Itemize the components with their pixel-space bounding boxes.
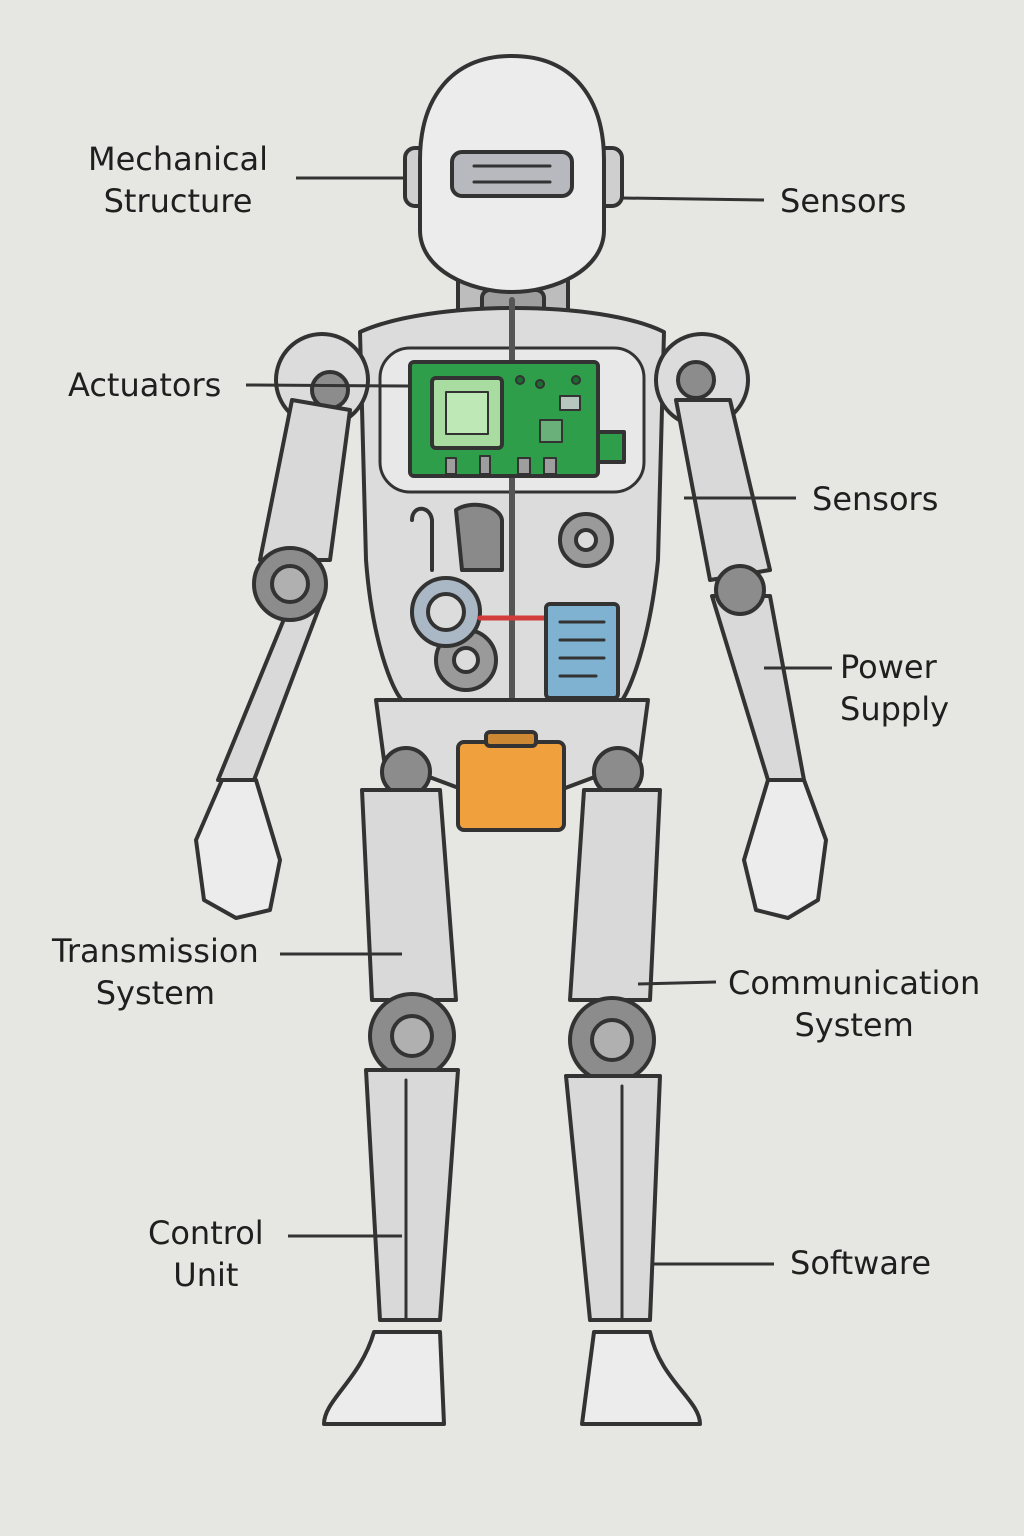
left-leg bbox=[322, 788, 460, 1426]
label-actuators: Actuators bbox=[68, 364, 221, 406]
label-line: Communication bbox=[728, 964, 981, 1002]
torso bbox=[358, 297, 666, 703]
label-line: System bbox=[95, 974, 216, 1012]
label-line: Software bbox=[790, 1244, 932, 1282]
gear-upper bbox=[558, 512, 614, 568]
label-line: Mechanical bbox=[88, 140, 269, 178]
battery-pack bbox=[456, 740, 566, 832]
label-line: Control bbox=[148, 1214, 264, 1252]
leader-actuators bbox=[245, 383, 409, 388]
right-leg bbox=[564, 788, 702, 1426]
label-line: Structure bbox=[103, 182, 253, 220]
label-line: Actuators bbox=[68, 366, 222, 404]
label-line: Sensors bbox=[812, 480, 939, 518]
left-arm bbox=[194, 398, 352, 920]
label-power-supply: Power Supply bbox=[840, 646, 949, 730]
label-sensors-arm: Sensors bbox=[812, 478, 938, 520]
circuit-board bbox=[408, 360, 626, 478]
left-hand bbox=[194, 778, 282, 920]
leader-lines bbox=[245, 176, 832, 1266]
label-control-unit: Control Unit bbox=[148, 1212, 264, 1296]
label-communication-system: Communication System bbox=[728, 962, 980, 1046]
head bbox=[403, 54, 624, 294]
left-foot bbox=[322, 1330, 446, 1426]
module bbox=[544, 602, 620, 700]
label-software: Software bbox=[790, 1242, 931, 1284]
label-line: System bbox=[794, 1006, 914, 1044]
label-line: Transmission bbox=[52, 932, 259, 970]
label-line: Power bbox=[840, 648, 937, 686]
label-sensors-head: Sensors bbox=[780, 180, 906, 222]
leader-communication-system bbox=[637, 980, 717, 986]
leader-sensors-head bbox=[621, 196, 765, 202]
right-arm bbox=[674, 398, 828, 920]
label-transmission-system: Transmission System bbox=[52, 930, 259, 1014]
label-line: Supply bbox=[840, 690, 950, 728]
visor bbox=[450, 150, 574, 198]
right-foot bbox=[580, 1330, 702, 1426]
right-hand bbox=[742, 778, 828, 920]
label-line: Sensors bbox=[780, 182, 907, 220]
label-line: Unit bbox=[173, 1256, 239, 1294]
label-mechanical-structure: Mechanical Structure bbox=[88, 138, 268, 222]
